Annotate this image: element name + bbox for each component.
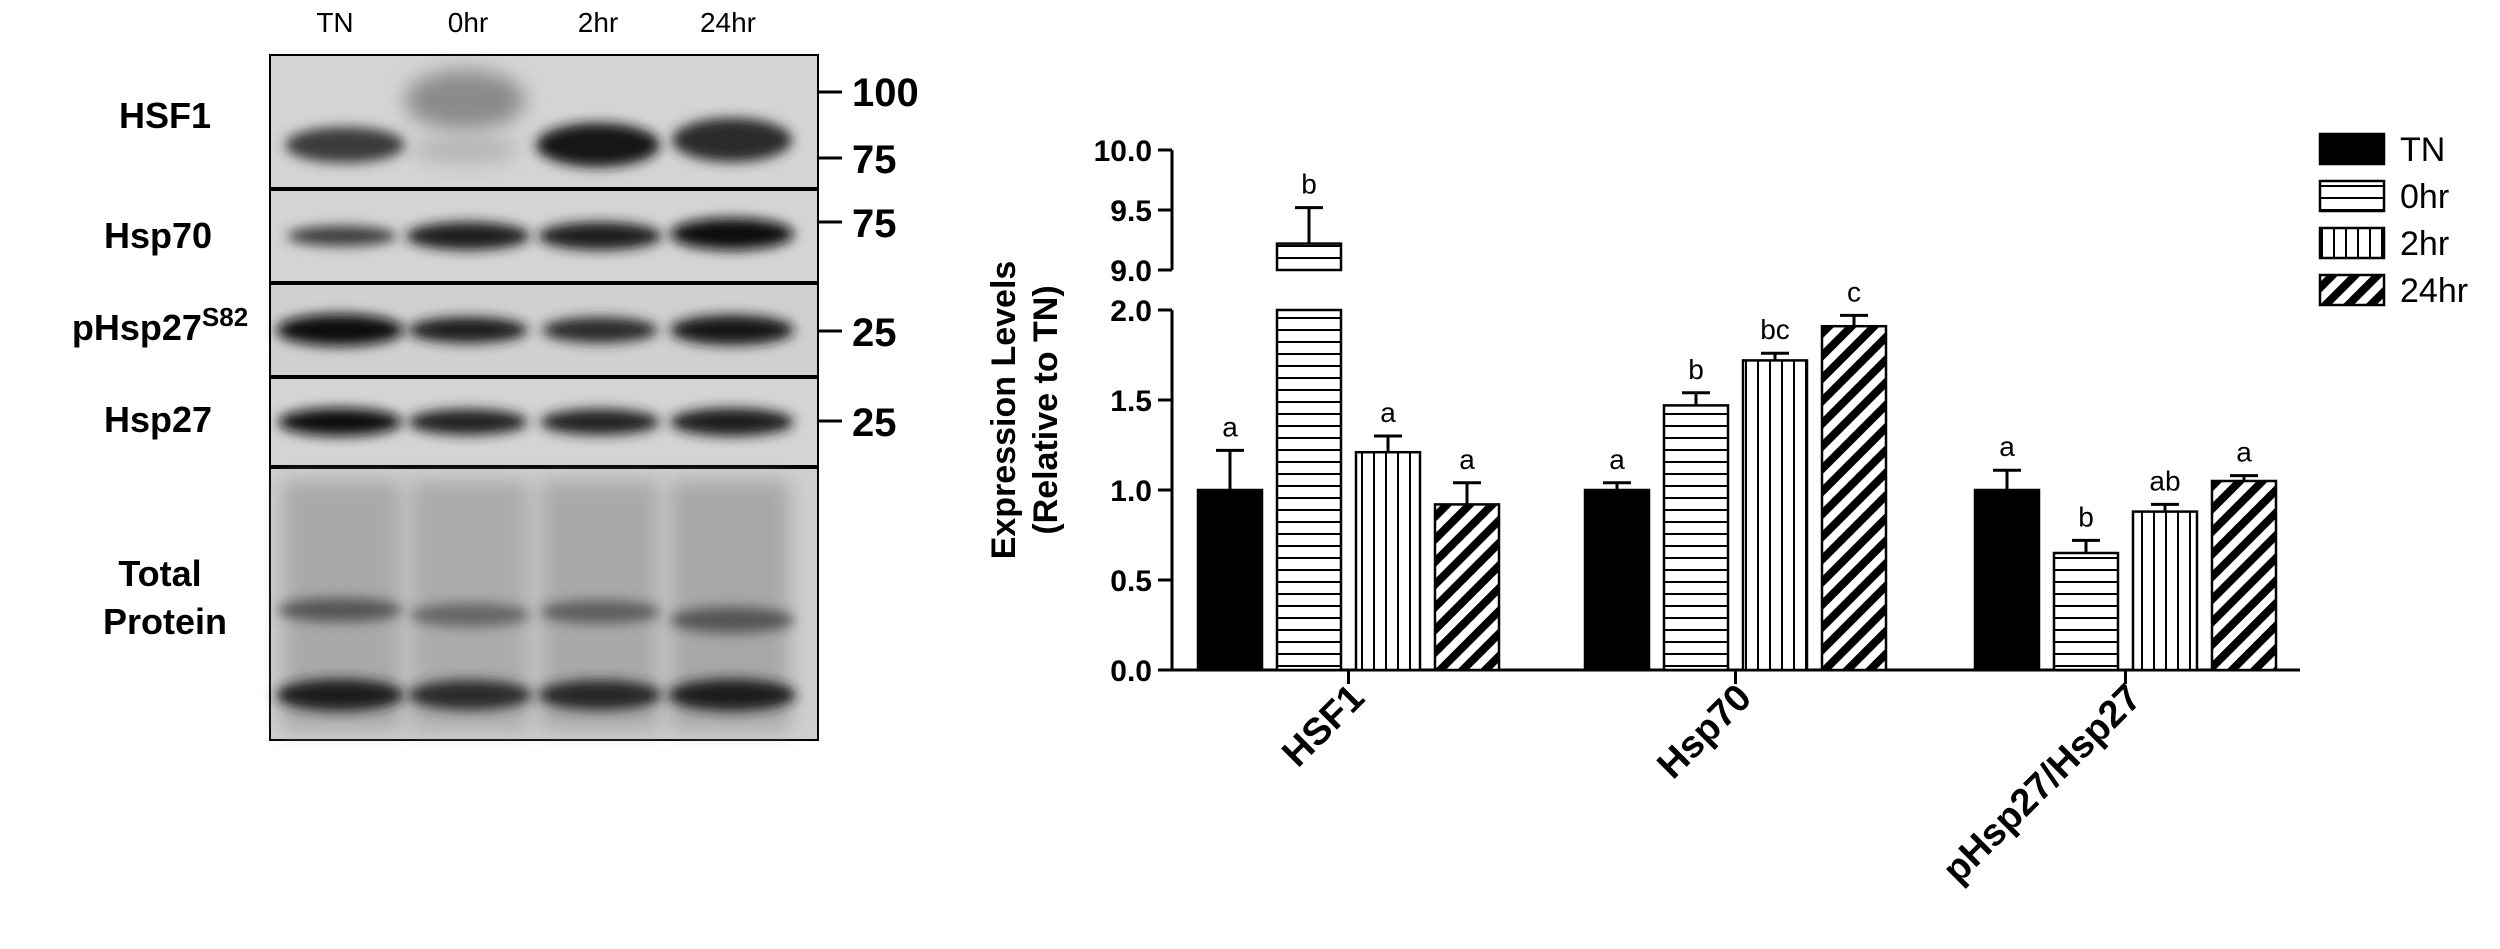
significance-letter: c — [1847, 276, 1861, 307]
bands-hsp27 — [278, 408, 794, 436]
mw-markers: 100 75 75 25 25 — [818, 71, 919, 445]
bands-phsp27 — [276, 314, 794, 346]
lane-label-tn: TN — [316, 7, 353, 38]
legend-swatch-24hr — [2318, 273, 2386, 307]
bands-total-protein — [276, 480, 796, 730]
bar-chart: 0.0 0.5 1.0 1.5 2.0 9.0 9.5 10.0 Expression Leve… — [985, 131, 2468, 892]
y-tick-label: 9.5 — [1110, 195, 1152, 228]
panel-label-total-protein: Total Protein — [103, 553, 227, 642]
significance-letter: ab — [2149, 465, 2180, 496]
y-axis-title-line: Expression Levels — [985, 261, 1023, 560]
legend-swatch-2hr — [2318, 226, 2386, 260]
mw-marker-75-hsf1: 75 — [852, 138, 897, 182]
legend-label-2hr: 2hr — [2400, 225, 2449, 263]
panel-label-hsp27: Hsp27 — [104, 399, 212, 440]
legend-label-24hr: 24hr — [2400, 272, 2468, 310]
y-tick-label: 9.0 — [1110, 255, 1152, 288]
significance-letter: bc — [1760, 314, 1790, 345]
y-tick-label: 1.0 — [1110, 475, 1152, 508]
bar-hsp70-24hr — [1820, 324, 1888, 672]
bar-hsp70-2hr — [1741, 359, 1809, 672]
bands-hsp70 — [287, 218, 794, 250]
y-tick-label: 0.0 — [1110, 655, 1152, 688]
mw-marker-25-phsp27: 25 — [852, 311, 897, 355]
bar-hsp70-0hr — [1662, 404, 1730, 672]
significance-letter: a — [1380, 397, 1396, 428]
bar-hsf1-0hr-upper — [1275, 242, 1343, 272]
legend-swatch-tn — [2318, 132, 2386, 166]
legend-label-0hr: 0hr — [2400, 178, 2449, 216]
bar-phsp27-hsp27-2hr — [2131, 510, 2199, 672]
bar-hsf1-0hr-lower — [1275, 308, 1343, 672]
mw-marker-75-hsp70: 75 — [852, 202, 897, 246]
western-blot: TN 0hr 2hr 24hr — [72, 7, 919, 741]
significance-letter: a — [1609, 444, 1625, 475]
mw-marker-25-hsp27: 25 — [852, 401, 897, 445]
significance-letter: b — [2078, 501, 2094, 532]
legend-label-tn: TN — [2400, 131, 2445, 169]
mw-marker-100: 100 — [852, 71, 919, 115]
bar-hsf1-tn — [1196, 488, 1264, 672]
y-tick-label: 2.0 — [1110, 295, 1152, 328]
bar-phsp27-hsp27-tn — [1973, 488, 2041, 672]
bar-hsp70-tn — [1583, 488, 1651, 672]
panel-label-hsf1: HSF1 — [119, 95, 211, 136]
significance-letter: a — [1459, 444, 1475, 475]
bar-hsf1-24hr — [1433, 503, 1501, 672]
bar-phsp27-hsp27-24hr — [2210, 479, 2278, 672]
significance-letter: a — [2236, 437, 2252, 468]
panel-label-hsp70: Hsp70 — [104, 215, 212, 256]
bar-hsf1-2hr — [1354, 450, 1422, 672]
y-axis-title-line: (Relative to TN) — [1027, 285, 1065, 534]
panel-label-phsp27: pHsp27S82 — [72, 302, 248, 348]
legend-swatch-0hr — [2318, 179, 2386, 213]
y-tick-label: 1.5 — [1110, 385, 1152, 418]
bands-hsf1 — [285, 70, 792, 167]
y-tick-label: 10.0 — [1094, 135, 1152, 168]
x-tick-label-phsp27-hsp27: pHsp27/Hsp27 — [1935, 677, 2150, 892]
significance-letter: a — [1999, 431, 2015, 462]
lane-label-0hr: 0hr — [448, 7, 488, 38]
x-tick-label-hsp70: Hsp70 — [1650, 677, 1760, 787]
significance-letter: b — [1688, 354, 1704, 385]
y-tick-label: 0.5 — [1110, 565, 1152, 598]
x-tick-label-hsf1: HSF1 — [1274, 677, 1372, 775]
significance-letter: a — [1222, 411, 1238, 442]
lane-label-2hr: 2hr — [578, 7, 618, 38]
y-axis-title: Expression Levels (Relative to TN) — [985, 261, 1065, 560]
bar-phsp27-hsp27-0hr — [2052, 551, 2120, 672]
significance-letter: b — [1301, 169, 1317, 200]
lane-label-24hr: 24hr — [700, 7, 756, 38]
